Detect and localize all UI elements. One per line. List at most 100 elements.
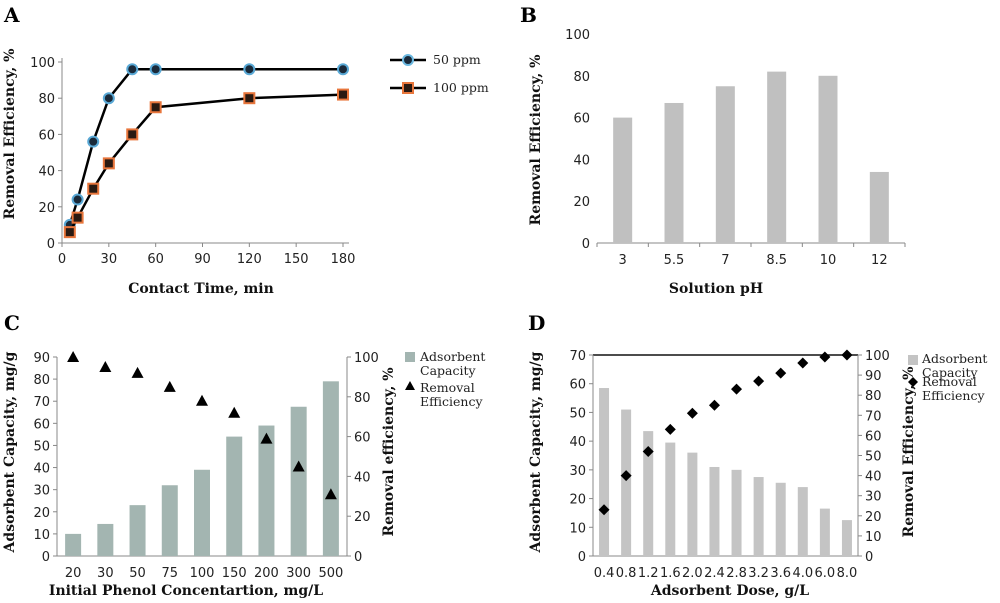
- panel-d-diamond-marker: [819, 351, 831, 363]
- panel-c-ytick-label: 80: [33, 373, 50, 388]
- panel-d-ytick-label: 40: [569, 435, 586, 450]
- panel-c-chart: Initial Phenol Concentartion, mg/L Adsor…: [2, 349, 485, 599]
- panel-c-y2tick-label: 60: [354, 431, 371, 446]
- panel-a-chart: Contact Time, min Removal Efficiency, % …: [2, 49, 489, 297]
- panel-c-y2tick-label: 100: [354, 351, 379, 366]
- panel-c-triangle-marker: [228, 406, 241, 418]
- panel-d-bar: [797, 487, 808, 556]
- panel-c-triangle-marker: [292, 460, 305, 472]
- panel-d-xtick-label: 2.0: [682, 566, 703, 581]
- legend-label-d-efficiency-2: Efficiency: [922, 388, 985, 403]
- panel-c-bar: [65, 533, 82, 556]
- panel-a-xtick-label: 90: [194, 252, 211, 267]
- panel-d-bar: [731, 469, 742, 556]
- panel-c-ytick-label: 30: [33, 484, 50, 499]
- panel-d-bar: [819, 508, 830, 556]
- panel-a-xtick-label: 60: [147, 252, 164, 267]
- panel-a-xtick-label: 30: [101, 252, 118, 267]
- panel-b-bar: [869, 171, 889, 243]
- panel-c-xtick-label: 75: [162, 566, 179, 581]
- panel-a-point-2: [149, 101, 162, 114]
- panel-d-xtick-label: 0.8: [616, 566, 637, 581]
- panel-d-bar: [709, 466, 720, 556]
- panel-b-xtick-label: 7: [721, 253, 729, 268]
- panel-a-point-1: [337, 63, 349, 76]
- panel-d-ylabel2: Removal Efficiency, %: [901, 367, 917, 538]
- panel-d-y2tick-label: 80: [865, 389, 882, 404]
- panel-c-triangle-marker: [163, 380, 176, 392]
- panel-b-bar: [715, 86, 735, 243]
- legend-label-c-efficiency-2: Efficiency: [420, 394, 483, 409]
- legend-label-c-capacity-2: Capacity: [420, 363, 476, 378]
- panel-b-bar: [613, 117, 633, 243]
- panel-d-legend: Adsorbent Capacity Removal Efficiency: [908, 351, 987, 403]
- panel-d-bar: [621, 409, 632, 556]
- panel-label-c: C: [4, 311, 20, 335]
- panel-c-y2tick-label: 0: [354, 550, 362, 565]
- panel-c-ytick-label: 50: [33, 439, 50, 454]
- panel-d-diamond-marker: [841, 349, 853, 361]
- panel-a-ytick-label: 40: [38, 165, 55, 180]
- panel-d-diamond-marker: [620, 470, 632, 482]
- panel-label-a: A: [3, 3, 20, 27]
- panel-d-diamond-marker: [775, 367, 787, 379]
- panel-c-xtick-label: 150: [222, 566, 247, 581]
- panel-c-legend: Adsorbent Capacity Removal Efficiency: [405, 349, 485, 409]
- panel-b-bar: [767, 71, 787, 244]
- panel-d-bar: [599, 388, 610, 556]
- panel-d-xtick-label: 0.4: [594, 566, 615, 581]
- panel-c-triangle-marker: [324, 488, 337, 500]
- panel-a-xlabel: Contact Time, min: [128, 281, 274, 297]
- panel-a-xtick-label: 180: [331, 252, 356, 267]
- legend-marker-c-efficiency: [405, 381, 415, 390]
- panel-a-point-2: [126, 128, 139, 141]
- panel-c-xtick-label: 500: [318, 566, 343, 581]
- panel-d-xtick-label: 2.8: [726, 566, 747, 581]
- panel-d-xtick-label: 4.0: [792, 566, 813, 581]
- panel-d-chart: Adsorbent Dose, g/L Adsorbent Capacity, …: [528, 349, 987, 599]
- panel-c-triangle-marker: [131, 366, 144, 378]
- panel-b-chart: Solution pH Removal Efficiency, % 0 20 40 6…: [528, 28, 906, 297]
- panel-c-xtick-label: 50: [129, 566, 146, 581]
- panel-b-xtick-label: 5.5: [664, 253, 685, 268]
- panel-a-ytick-label: 60: [38, 128, 55, 143]
- panel-d-ytick-label: 10: [569, 521, 586, 536]
- panel-b-xlabel: Solution pH: [669, 281, 763, 297]
- panel-a-point-1: [71, 193, 84, 206]
- panel-b-ytick-label: 100: [565, 28, 590, 43]
- panel-b-ytick-label: 80: [573, 70, 590, 85]
- panel-c-ylabel2: Removal efficiency, %: [381, 367, 397, 536]
- panel-d-ytick-label: 0: [578, 550, 586, 565]
- legend-label-d-capacity-2: Capacity: [922, 365, 978, 380]
- panel-d-diamond-marker: [642, 445, 654, 457]
- panel-a-xtick-label: 150: [284, 252, 309, 267]
- legend-marker-50ppm: [402, 54, 414, 66]
- panel-a-point-1: [149, 63, 162, 76]
- panel-d-diamond-marker: [664, 423, 676, 435]
- panel-d-xtick-label: 1.6: [660, 566, 681, 581]
- panel-c-triangle-marker: [99, 360, 112, 372]
- panel-d-bar: [753, 477, 764, 556]
- panel-b-xtick-label: 8.5: [766, 253, 787, 268]
- panel-d-xtick-label: 3.6: [770, 566, 791, 581]
- panel-d-xtick-label: 1.2: [638, 566, 659, 581]
- panel-a-ylabel: Removal Efficiency, %: [2, 49, 18, 220]
- panel-d-y2tick-label: 100: [865, 349, 890, 364]
- panel-c-bar: [129, 505, 146, 556]
- legend-label-c-efficiency-1: Removal: [420, 380, 475, 395]
- legend-label-d-capacity-1: Adsorbent: [921, 351, 987, 366]
- panel-c-bar: [290, 406, 307, 556]
- panel-c-bar: [97, 523, 114, 556]
- panel-d-y2tick-label: 60: [865, 429, 882, 444]
- panel-d-ylabel: Adsorbent Capacity, mg/g: [528, 351, 544, 553]
- panel-c-bar: [161, 485, 178, 556]
- panel-d-y2tick-label: 30: [865, 490, 882, 505]
- panel-a-point-2: [243, 92, 256, 105]
- panel-c-xtick-label: 200: [254, 566, 279, 581]
- panel-a-ytick-label: 0: [47, 237, 55, 252]
- panel-c-triangle-marker: [67, 351, 80, 362]
- panel-a-point-2: [87, 182, 100, 195]
- panel-c-ytick-label: 10: [33, 528, 50, 543]
- panel-d-y2tick-label: 0: [865, 550, 873, 565]
- panel-c-y2tick-label: 20: [354, 510, 371, 525]
